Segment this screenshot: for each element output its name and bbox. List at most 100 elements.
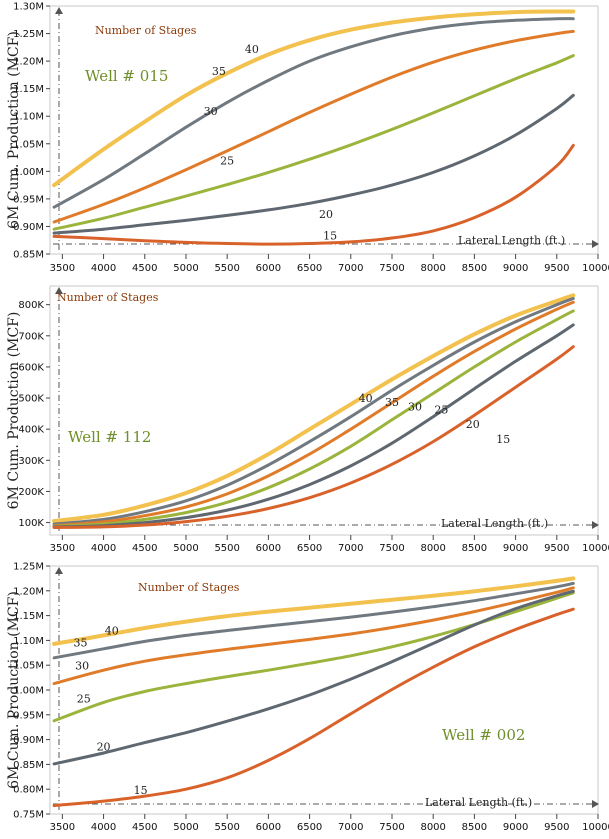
chart-panel-well-002: 3500 4000 4500 5000 5500 6000 6500 7000 7500 8000… bbox=[0, 560, 609, 839]
y-tick-label: 1.00M bbox=[13, 686, 44, 697]
x-tick-label: 5000 bbox=[173, 263, 198, 274]
y-tick-label: 100K bbox=[18, 518, 44, 529]
y-axis-arrowhead bbox=[55, 287, 63, 294]
legend-title: Number of Stages bbox=[57, 291, 159, 304]
x-tick-label: 4500 bbox=[132, 543, 157, 554]
x-axis-title: Lateral Length (ft.) bbox=[441, 517, 548, 530]
x-tick-label: 4000 bbox=[91, 822, 116, 833]
x-tick-label: 3500 bbox=[50, 543, 75, 554]
x-tick-label: 5500 bbox=[214, 543, 239, 554]
x-axis-arrowhead bbox=[592, 521, 599, 529]
series-label-35: 35 bbox=[385, 396, 399, 409]
series-line-40-stages bbox=[52, 9, 576, 188]
series-line-15-stages bbox=[52, 345, 575, 529]
x-tick-label: 9500 bbox=[544, 543, 569, 554]
chart-panel-well-015: 3500 4000 4500 5000 5500 6000 6500 7000 7500 8000… bbox=[0, 0, 609, 279]
chart-svg-well-002: 3500 4000 4500 5000 5500 6000 6500 7000 7500 8000… bbox=[6, 562, 609, 834]
series-label-35: 35 bbox=[212, 65, 226, 78]
y-tick-label: 1.05M bbox=[13, 661, 44, 672]
x-tick-label: 8500 bbox=[462, 822, 487, 833]
y-tick-label: 400K bbox=[18, 425, 44, 436]
x-tick-label: 7000 bbox=[338, 543, 363, 554]
plot-area bbox=[49, 5, 599, 255]
x-axis-arrowhead bbox=[592, 240, 599, 248]
series-line-25-stages bbox=[52, 309, 575, 528]
y-axis-title: 6M Cum. Production (MCF) bbox=[6, 312, 22, 510]
y-tick-label: 800K bbox=[18, 300, 44, 311]
x-tick-label: 7500 bbox=[379, 543, 404, 554]
x-tick-label: 8000 bbox=[420, 822, 445, 833]
x-tick-label: 9000 bbox=[503, 263, 528, 274]
y-tick-label: 0.90M bbox=[13, 222, 44, 233]
legend-title: Number of Stages bbox=[95, 24, 197, 37]
series-label-25: 25 bbox=[220, 155, 234, 168]
series-label-40: 40 bbox=[105, 624, 119, 637]
y-tick-label: 1.10M bbox=[13, 636, 44, 647]
y-axis-arrowhead bbox=[55, 567, 63, 574]
x-axis-title: Lateral Length (ft.) bbox=[458, 234, 565, 247]
series-label-30: 30 bbox=[204, 105, 218, 118]
series-line-15-stages bbox=[52, 143, 575, 246]
series-label-25: 25 bbox=[434, 404, 448, 417]
x-tick-label: 7500 bbox=[379, 822, 404, 833]
series-label-15: 15 bbox=[496, 433, 510, 446]
series-label-30: 30 bbox=[408, 401, 422, 414]
x-tick-label: 6000 bbox=[256, 822, 281, 833]
x-tick-label: 6000 bbox=[256, 263, 281, 274]
x-tick-label: 6500 bbox=[297, 263, 322, 274]
y-tick-label: 1.25M bbox=[13, 29, 44, 40]
y-tick-label: 1.20M bbox=[13, 586, 44, 597]
y-tick-label: 0.95M bbox=[13, 710, 44, 721]
x-tick-label: 7000 bbox=[338, 822, 363, 833]
well-label-well-015: Well # 015 bbox=[85, 67, 168, 85]
x-tick-label: 6500 bbox=[297, 822, 322, 833]
series-line-40-stages bbox=[52, 293, 576, 523]
series-label-40: 40 bbox=[359, 392, 373, 405]
y-tick-label: 0.80M bbox=[13, 785, 44, 796]
x-tick-label: 5000 bbox=[173, 822, 198, 833]
x-tick-label: 4500 bbox=[132, 263, 157, 274]
y-axis-title: 6M Cum. Production (MCF) bbox=[6, 31, 22, 229]
x-tick-label: 8500 bbox=[462, 263, 487, 274]
x-tick-label: 9000 bbox=[503, 543, 528, 554]
x-tick-label: 8000 bbox=[420, 263, 445, 274]
y-tick-label: 200K bbox=[18, 487, 44, 498]
series-line-30-stages bbox=[52, 29, 575, 224]
x-tick-label: 7000 bbox=[338, 263, 363, 274]
y-tick-label: 1.15M bbox=[13, 611, 44, 622]
y-tick-label: 1.20M bbox=[13, 57, 44, 68]
series-label-20: 20 bbox=[319, 208, 333, 221]
y-tick-label: 0.75M bbox=[13, 810, 44, 821]
y-axis-title: 6M Cum. Production (MCF) bbox=[6, 591, 22, 789]
series-line-35-stages bbox=[52, 17, 575, 209]
series-line-35-stages bbox=[52, 297, 575, 526]
x-tick-label: 8500 bbox=[462, 543, 487, 554]
series-line-25-stages bbox=[52, 54, 575, 231]
chart-svg-well-112: 3500 4000 4500 5000 5500 6000 6500 7000 7500 8000… bbox=[6, 285, 609, 554]
x-tick-label: 9500 bbox=[544, 822, 569, 833]
y-tick-label: 0.85M bbox=[13, 760, 44, 771]
x-tick-label: 7500 bbox=[379, 263, 404, 274]
y-tick-label: 300K bbox=[18, 456, 44, 467]
x-tick-label: 8000 bbox=[420, 543, 445, 554]
y-tick-label: 1.05M bbox=[13, 139, 44, 150]
series-line-15-stages bbox=[52, 607, 575, 808]
x-tick-label: 4000 bbox=[91, 263, 116, 274]
y-tick-label: 1.15M bbox=[13, 84, 44, 95]
series-label-15: 15 bbox=[134, 784, 148, 797]
x-tick-label: 6500 bbox=[297, 543, 322, 554]
legend-title: Number of Stages bbox=[138, 581, 240, 594]
series-line-40-stages bbox=[52, 576, 576, 646]
x-tick-label: 5500 bbox=[214, 822, 239, 833]
x-tick-label: 4000 bbox=[91, 543, 116, 554]
chart-panel-well-112: 3500 4000 4500 5000 5500 6000 6500 7000 7500 8000… bbox=[0, 280, 609, 560]
y-tick-label: 500K bbox=[18, 394, 44, 405]
series-label-20: 20 bbox=[466, 418, 480, 431]
series-line-20-stages bbox=[52, 93, 575, 235]
well-label-well-002: Well # 002 bbox=[442, 726, 525, 744]
x-tick-label: 9000 bbox=[503, 822, 528, 833]
x-axis-arrowhead bbox=[592, 800, 599, 808]
